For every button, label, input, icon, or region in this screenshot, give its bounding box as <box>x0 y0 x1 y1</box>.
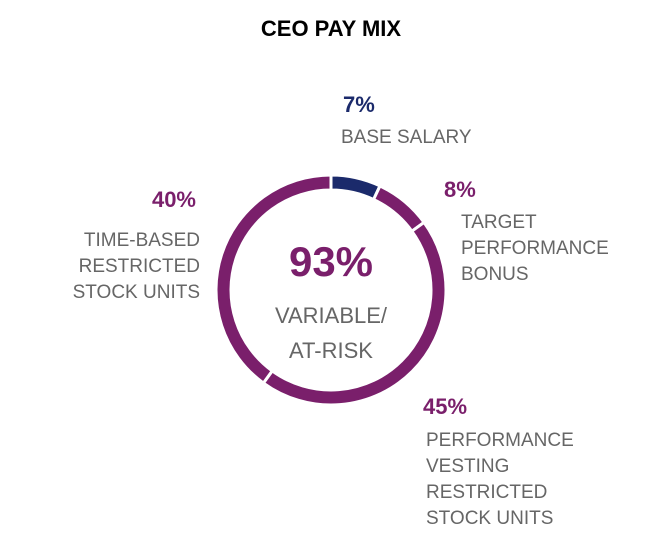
center-value: 93% <box>288 238 374 285</box>
donut-slice <box>329 173 382 202</box>
value-label: 45% <box>423 394 468 419</box>
slice-label: TARGET PERFORMANCE BONUS <box>461 212 609 285</box>
slice-label: PERFORMANCE VESTING RESTRICTED STOCK UNI… <box>426 430 574 529</box>
slice-label: BASE SALARY <box>341 127 472 148</box>
value-label: 7% <box>343 92 375 117</box>
center-caption: VARIABLE/ AT-RISK <box>274 303 388 363</box>
value-label: 8% <box>444 177 476 202</box>
donut-slice <box>371 183 427 234</box>
slice-label: TIME-BASED RESTRICTED STOCK UNITS <box>72 230 200 303</box>
donut-slice <box>214 173 333 386</box>
value-label: 40% <box>151 187 196 212</box>
chart-title: CEO PAY MIX <box>260 16 402 41</box>
